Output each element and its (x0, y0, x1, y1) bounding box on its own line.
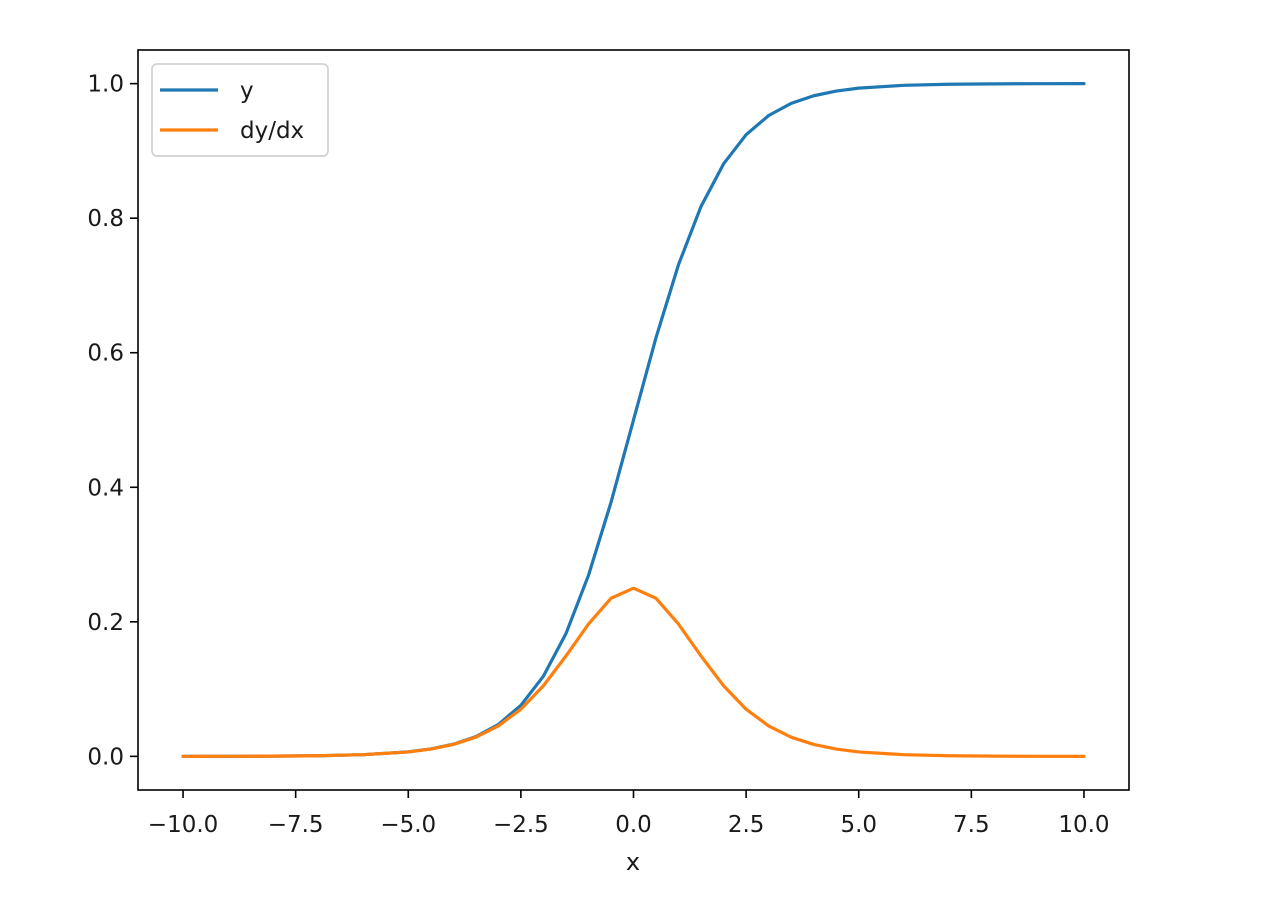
series-line-dydx (181, 586, 1086, 758)
y-tick-label: 0.8 (87, 206, 124, 232)
y-tick-label: 0.4 (87, 475, 124, 501)
y-axis: 0.0 0.2 0.4 0.6 0.8 1.0 (87, 72, 138, 770)
x-tick-label: 7.5 (953, 812, 990, 838)
x-tick-label: 5.0 (840, 812, 877, 838)
y-tick-label: 0.6 (87, 341, 124, 367)
x-axis: −10.0 −7.5 −5.0 −2.5 0.0 2.5 5.0 7.5 10.0 (148, 790, 1110, 838)
x-tick-label: −10.0 (148, 812, 218, 838)
legend-label: dy/dx (240, 118, 304, 144)
x-tick-label: 0.0 (615, 812, 652, 838)
x-tick-label: −2.5 (493, 812, 549, 838)
x-axis-label: x (626, 848, 640, 876)
series-lines (181, 82, 1086, 758)
y-tick-label: 1.0 (87, 72, 124, 98)
legend-box (151, 63, 329, 157)
x-tick-label: 2.5 (728, 812, 765, 838)
plot-area (137, 49, 1130, 791)
legend-label: y (240, 78, 254, 104)
x-tick-label: −5.0 (380, 812, 436, 838)
legend: y dy/dx (151, 63, 329, 157)
y-tick-label: 0.0 (87, 744, 124, 770)
y-tick-label: 0.2 (87, 610, 124, 636)
x-tick-label: −7.5 (268, 812, 324, 838)
x-tick-label: 10.0 (1058, 812, 1109, 838)
